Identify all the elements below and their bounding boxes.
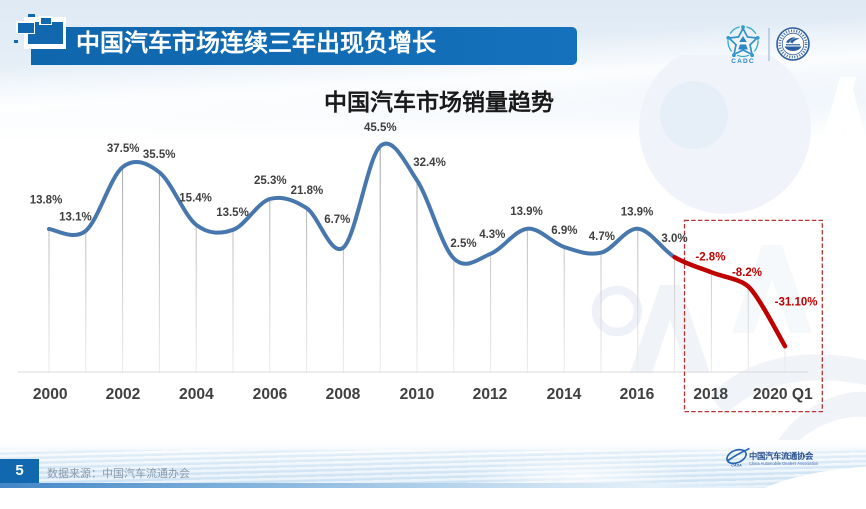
svg-text:13.8%: 13.8% xyxy=(30,194,63,206)
svg-text:2014: 2014 xyxy=(547,386,582,403)
svg-text:-31.10%: -31.10% xyxy=(775,297,818,309)
svg-text:2000: 2000 xyxy=(33,386,68,403)
svg-text:2.5%: 2.5% xyxy=(450,238,476,250)
svg-text:35.5%: 35.5% xyxy=(143,149,176,161)
svg-text:-8.2%: -8.2% xyxy=(732,267,762,279)
svg-text:4.3%: 4.3% xyxy=(479,229,505,241)
svg-text:CADA: CADA xyxy=(731,464,742,468)
svg-text:2006: 2006 xyxy=(253,386,288,403)
svg-text:13.9%: 13.9% xyxy=(621,207,654,219)
svg-text:2002: 2002 xyxy=(106,386,141,403)
svg-text:21.8%: 21.8% xyxy=(291,185,324,197)
svg-text:13.1%: 13.1% xyxy=(59,212,92,224)
svg-text:CADC: CADC xyxy=(731,58,755,65)
svg-text:6.9%: 6.9% xyxy=(551,225,577,237)
svg-text:2012: 2012 xyxy=(473,386,508,403)
svg-text:2016: 2016 xyxy=(620,386,655,403)
svg-text:-2.8%: -2.8% xyxy=(695,252,725,264)
svg-text:32.4%: 32.4% xyxy=(413,157,446,169)
svg-text:3.0%: 3.0% xyxy=(661,233,687,245)
svg-text:中国汽车流通协会: 中国汽车流通协会 xyxy=(749,451,814,461)
svg-text:2018: 2018 xyxy=(693,386,728,403)
svg-text:45.5%: 45.5% xyxy=(364,122,397,134)
svg-text:2010: 2010 xyxy=(400,386,435,403)
svg-text:China Automobile Dealers Assoc: China Automobile Dealers Association xyxy=(749,461,819,466)
svg-text:37.5%: 37.5% xyxy=(107,143,140,155)
svg-text:2004: 2004 xyxy=(179,386,214,403)
svg-text:4.7%: 4.7% xyxy=(589,231,615,243)
svg-text:2008: 2008 xyxy=(326,386,361,403)
svg-text:13.9%: 13.9% xyxy=(510,206,543,218)
svg-text:6.7%: 6.7% xyxy=(324,214,350,226)
svg-text:15.4%: 15.4% xyxy=(179,193,212,205)
svg-text:2020 Q1: 2020 Q1 xyxy=(753,386,813,403)
svg-text:13.5%: 13.5% xyxy=(216,207,249,219)
svg-text:25.3%: 25.3% xyxy=(254,175,287,187)
